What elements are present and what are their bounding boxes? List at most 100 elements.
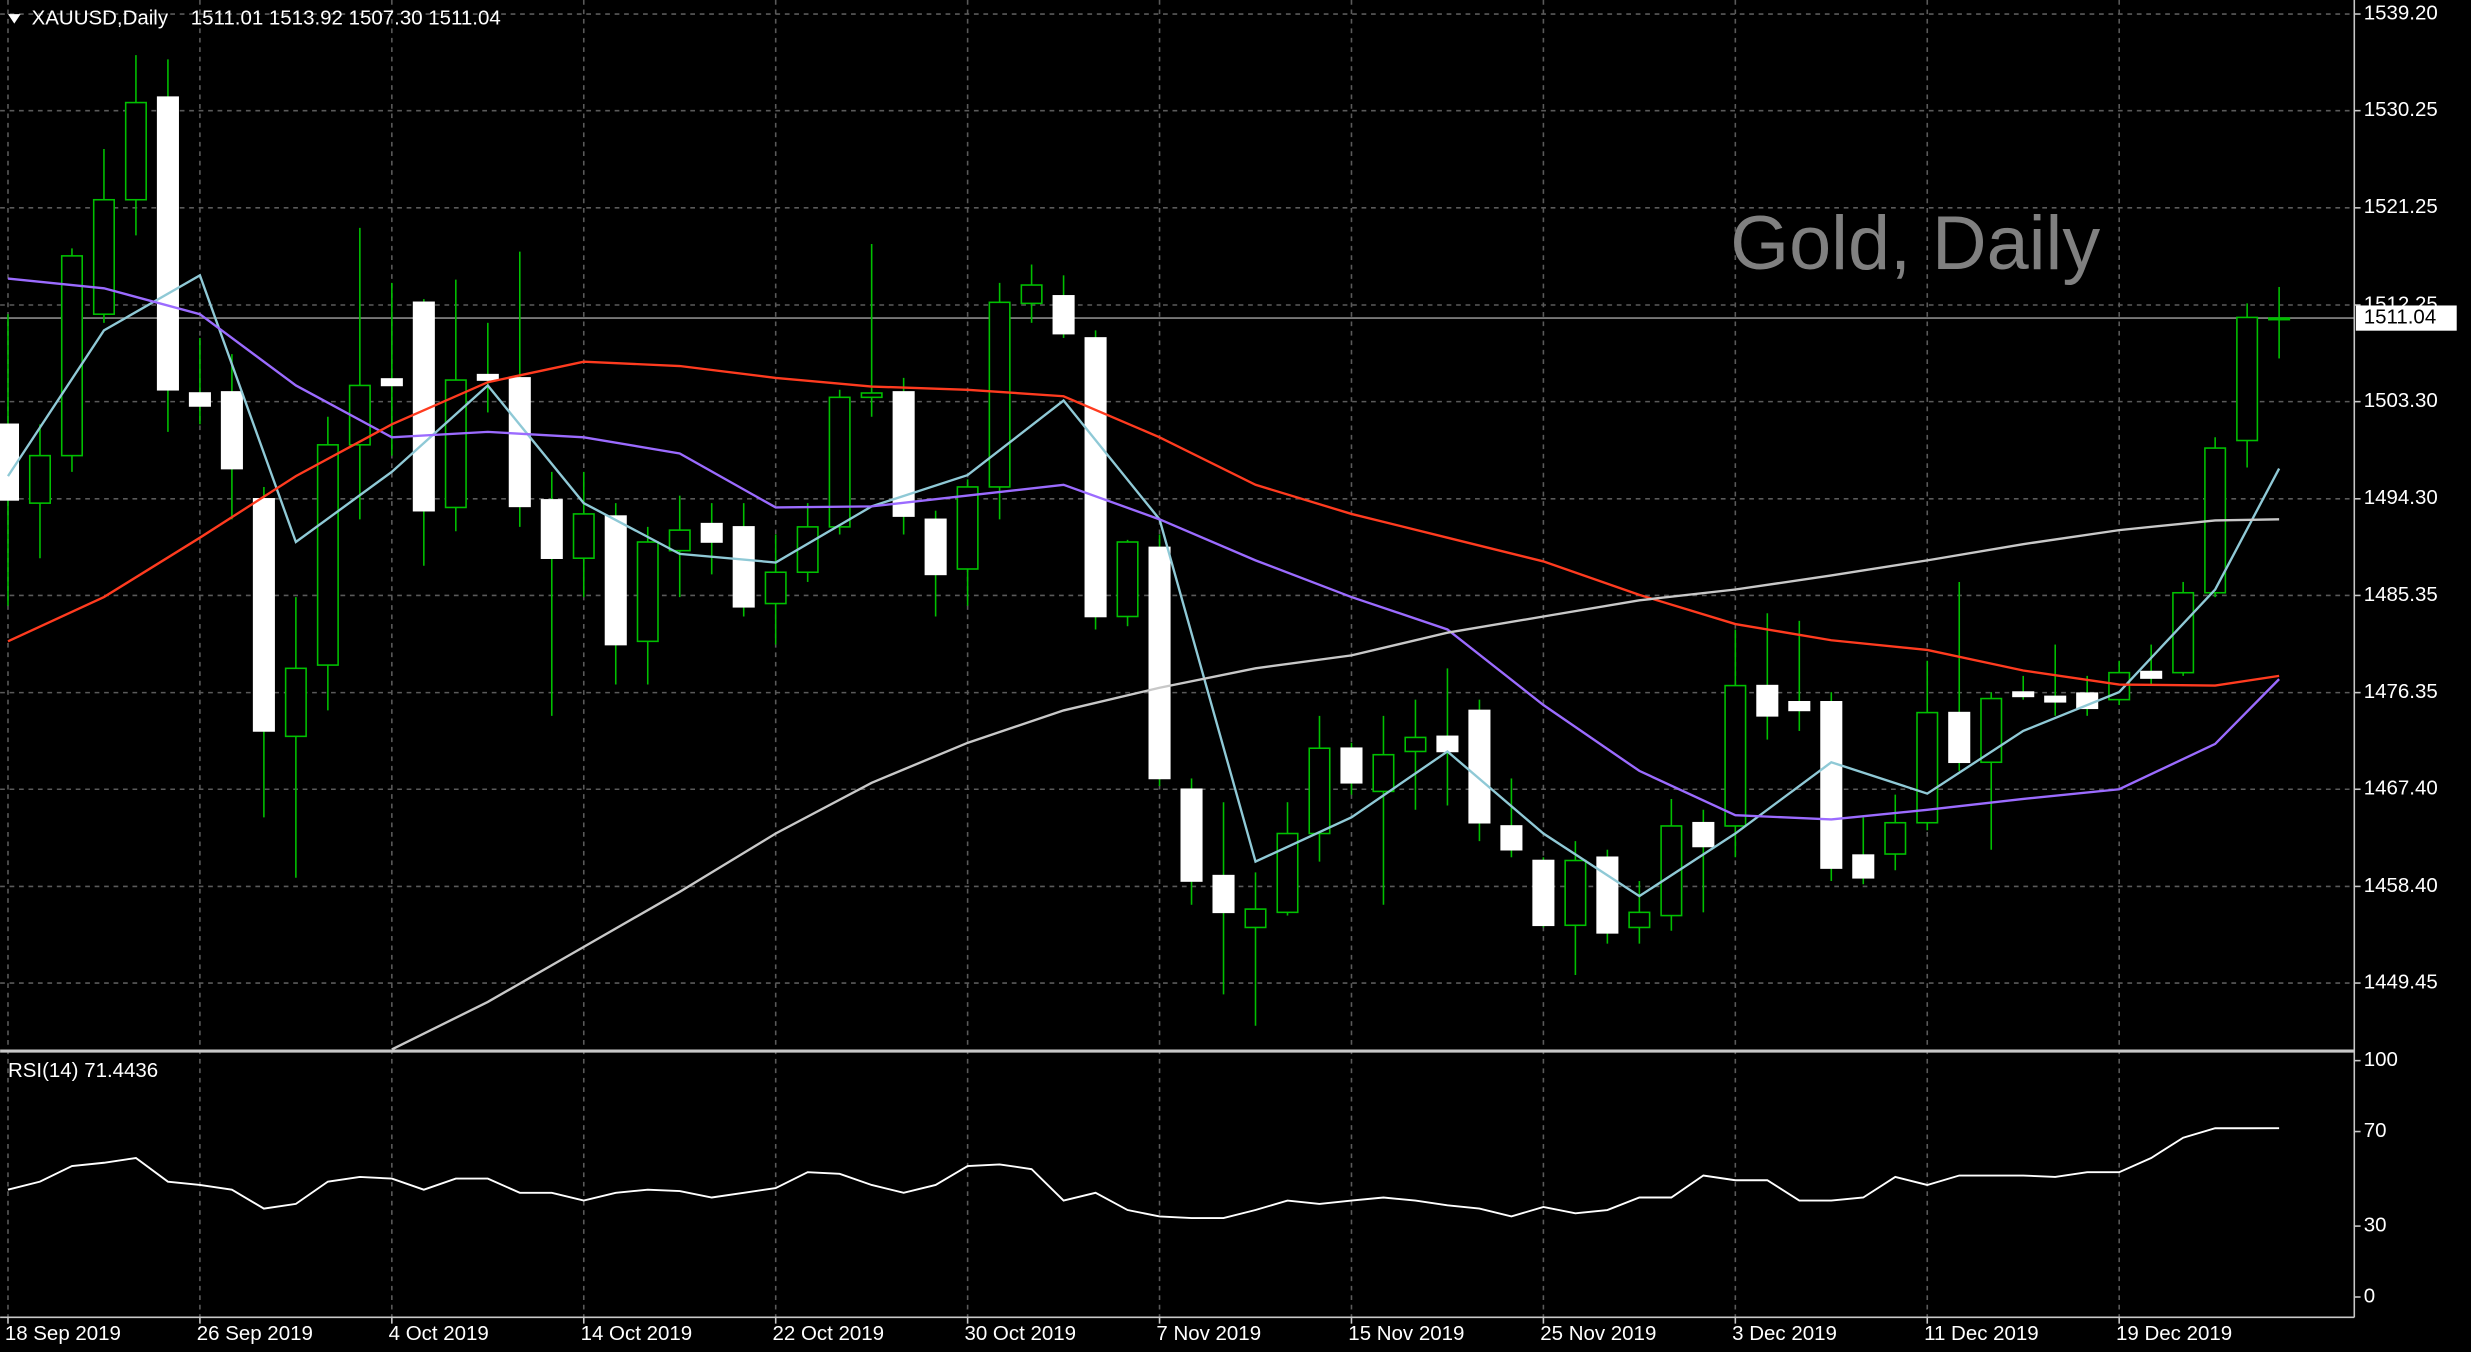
candle-body [508,377,531,508]
candle-body [988,301,1011,488]
candle-body [540,499,563,559]
candle-body [1596,856,1619,934]
candle-body [2172,591,2195,674]
rsi-tick-label: 0 [2364,1284,2375,1307]
candle-body [2140,670,2163,679]
x-tick-label: 3 Dec 2019 [1732,1322,1837,1345]
candle-body [2236,316,2259,442]
rsi-tick-label: 100 [2364,1048,2398,1071]
rsi-label: RSI(14) 71.4436 [8,1059,158,1082]
candle-body [1308,747,1331,835]
candle-body [668,529,691,552]
menu-triangle[interactable] [7,14,21,24]
candle-body [924,518,947,576]
indicator-line [391,518,2280,1051]
x-tick-label: 19 Dec 2019 [2116,1322,2232,1345]
candle-body [2044,695,2067,703]
rsi-line [7,1127,2280,1220]
candle-body [380,378,403,387]
x-tick-label: 15 Nov 2019 [1348,1322,1464,1345]
candle-body [1372,753,1395,793]
x-tick-label: 25 Nov 2019 [1540,1322,1656,1345]
candle-body [860,392,883,399]
candle-body [0,423,20,501]
y-tick-label: 1458.40 [2364,874,2438,897]
candle-body [1020,284,1043,305]
y-tick-label: 1449.45 [2364,970,2438,993]
y-tick-label: 1539.20 [2364,1,2438,24]
candle-body [700,522,723,543]
indicator-line [7,277,2280,821]
candle-body [636,541,659,643]
candle-body [956,486,979,570]
candle-body [1756,684,1779,717]
candle-body [124,101,147,201]
candle-body [1244,908,1267,929]
symbol-title: XAUUSD,Daily [32,6,169,29]
x-tick-label: 30 Oct 2019 [964,1322,1076,1345]
y-tick-label: 1467.40 [2364,777,2438,800]
candle-body [1276,832,1299,914]
y-tick-label: 1503.30 [2364,389,2438,412]
candle-body [828,396,851,528]
last-price-label: 1511.04 [2364,305,2436,328]
ohlc-text: 1511.01 1513.92 1507.30 1511.04 [191,6,501,29]
candle-body [28,454,52,504]
candle-body [1628,911,1651,929]
candle-body [476,373,499,381]
candle-body [1788,701,1811,712]
candle-body [1404,736,1427,753]
candle-body [572,513,595,559]
x-tick-label: 22 Oct 2019 [773,1322,885,1345]
candle-body [604,515,627,646]
candle-body [1692,821,1715,848]
candle-body [1468,709,1491,824]
x-tick-label: 18 Sep 2019 [5,1322,121,1345]
candle-body [1884,821,1907,855]
candle-body [732,526,755,608]
candle-body [1084,337,1107,618]
candle-body [1852,854,1875,879]
candle-body [188,392,211,407]
x-tick-label: 7 Nov 2019 [1156,1322,1261,1345]
candle-body [1052,295,1075,335]
x-tick-label: 14 Oct 2019 [581,1322,693,1345]
candle-body [1436,735,1459,753]
candle-body [1564,859,1587,927]
candle-body [796,526,819,574]
y-tick-label: 1530.25 [2364,98,2438,121]
candle-body [444,379,467,509]
y-tick-label: 1476.35 [2364,680,2438,703]
candle-body [252,498,275,732]
candle-body [892,391,915,517]
candle-body [156,96,179,391]
marks-layer [0,55,2291,1220]
candle-body [764,571,787,605]
x-tick-label: 11 Dec 2019 [1924,1322,2039,1345]
candle-body [1212,874,1235,914]
candle-body [1500,825,1523,851]
candle-body [284,667,307,738]
candle-body [1180,788,1203,882]
y-tick-label: 1485.35 [2364,583,2438,606]
candle-body [1116,541,1139,618]
candle-body [2012,691,2035,698]
candle-body [92,198,115,315]
rsi-tick-label: 70 [2364,1119,2387,1142]
candle-body [2268,317,2291,321]
last-price-box [2355,305,2457,331]
y-tick-label: 1494.30 [2364,486,2438,509]
y-tick-label: 1521.25 [2364,195,2438,218]
candle-body [1724,684,1747,827]
x-tick-label: 4 Oct 2019 [389,1322,489,1345]
candle-body [1916,711,1939,824]
candle-body [1340,747,1363,784]
candle-body [60,255,83,457]
rsi-tick-label: 30 [2364,1214,2387,1237]
candle-body [1532,859,1555,927]
watermark: Gold, Daily [1730,202,2100,286]
candle-body [1820,701,1843,869]
